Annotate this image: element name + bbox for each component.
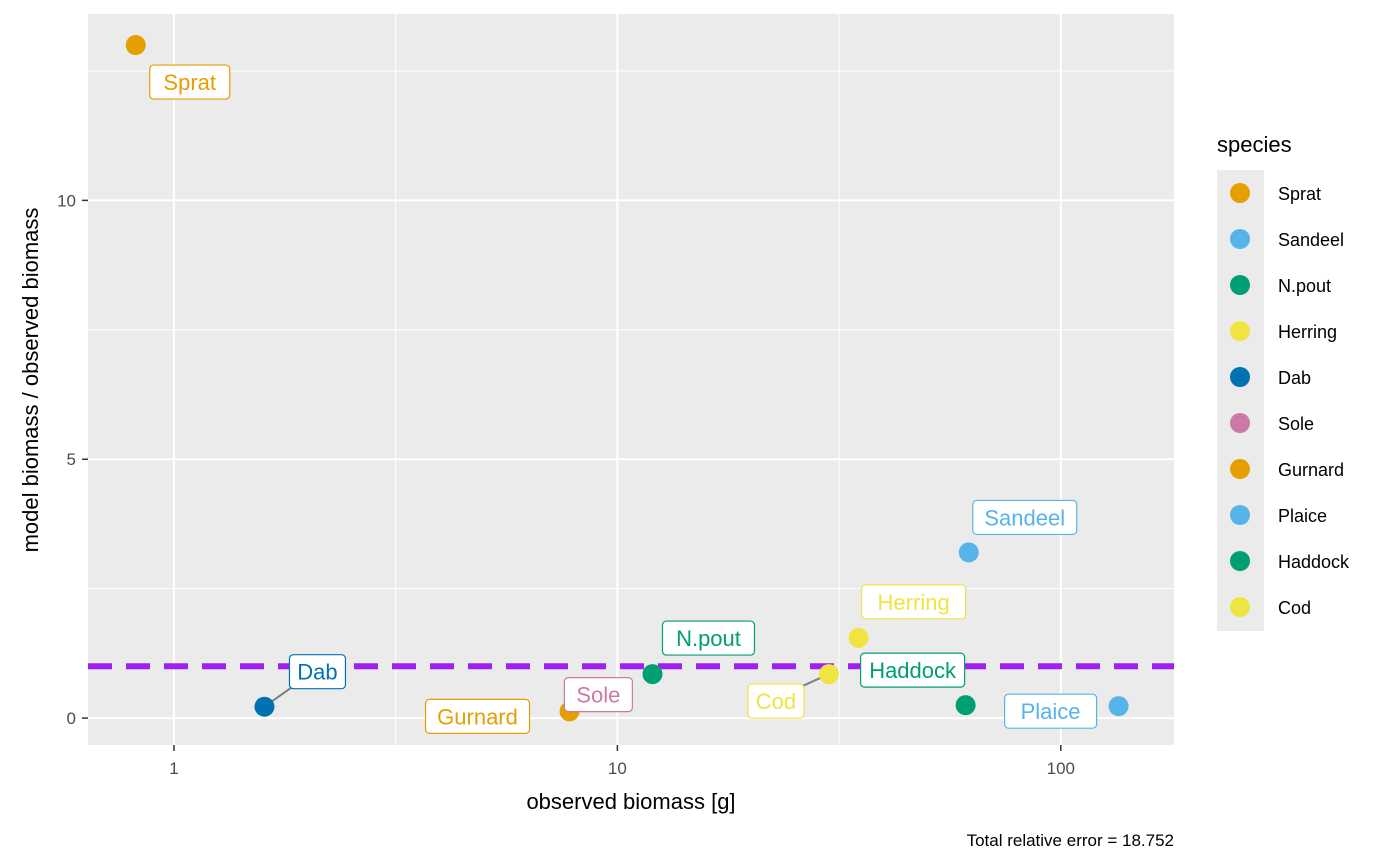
point-label-box (288, 654, 347, 690)
legend-label: Gurnard (1278, 460, 1344, 480)
point-label-text: Sprat (163, 70, 216, 95)
data-point (254, 696, 275, 717)
y-tick-label: 0 (67, 709, 76, 728)
legend-label: Cod (1278, 598, 1311, 618)
point-label-box (747, 683, 805, 719)
point-label-text: Sole (576, 683, 620, 708)
legend-key (1230, 459, 1250, 479)
point-label: Cod (747, 683, 805, 719)
caption: Total relative error = 18.752 (967, 831, 1174, 850)
point-label: Dab (288, 654, 347, 690)
legend-key (1230, 367, 1250, 387)
point-label-box (661, 620, 756, 656)
data-point (955, 695, 976, 716)
point-label-text: Cod (756, 689, 796, 714)
point-label: N.pout (661, 620, 756, 656)
legend-label: Sprat (1278, 184, 1321, 204)
legend-items: Sprat Sandeel N.pout Herring Dab Sole Gurnard P… (1230, 183, 1350, 618)
point-label: Sandeel (972, 499, 1078, 536)
data-point (818, 664, 839, 685)
point-label-box (860, 652, 966, 688)
legend-label: Dab (1278, 368, 1311, 388)
point-label-box (149, 64, 231, 100)
point-label-text: Plaice (1021, 699, 1081, 724)
point-label-text: Herring (878, 590, 950, 615)
legend-key (1230, 551, 1250, 571)
data-point (958, 542, 979, 563)
legend-key (1230, 597, 1250, 617)
point-label-box (424, 698, 531, 734)
legend-title: species (1217, 132, 1292, 157)
x-tick-label: 10 (608, 759, 627, 778)
legend-label: Plaice (1278, 506, 1327, 526)
legend-label: Haddock (1278, 552, 1350, 572)
x-axis-ticks: 1 10 100 (169, 745, 1075, 778)
grid-minor (88, 14, 1174, 745)
data-point (125, 35, 146, 56)
point-label-text: N.pout (676, 626, 741, 651)
x-tick-label: 100 (1047, 759, 1075, 778)
point-label: Gurnard (424, 698, 531, 734)
point-label-text: Sandeel (984, 505, 1065, 530)
y-axis-title: model biomass / observed biomass (18, 208, 43, 553)
point-labels: Sprat Sandeel N.pout Herring Dab Sole Gurnard P… (149, 64, 1098, 734)
data-point (848, 627, 869, 648)
legend-key (1230, 183, 1250, 203)
point-label: Herring (861, 584, 967, 620)
data-point (1108, 696, 1129, 717)
point-label-box (972, 499, 1078, 536)
point-label: Sole (563, 677, 633, 713)
point-label-box (1003, 693, 1098, 729)
point-label-text: Dab (297, 660, 337, 685)
legend-label: N.pout (1278, 276, 1331, 296)
legend-label: Sandeel (1278, 230, 1344, 250)
data-point (642, 664, 663, 685)
point-label: Sprat (149, 64, 231, 100)
plot-panel (88, 14, 1174, 745)
legend-key (1230, 413, 1250, 433)
point-label-text: Haddock (869, 658, 957, 683)
legend-key (1230, 229, 1250, 249)
y-tick-label: 5 (67, 450, 76, 469)
legend-label: Herring (1278, 322, 1337, 342)
point-label: Haddock (860, 652, 966, 688)
point-label: Plaice (1003, 693, 1098, 729)
x-tick-label: 1 (169, 759, 178, 778)
grid-major (88, 14, 1174, 745)
legend-key (1230, 321, 1250, 341)
legend-label: Sole (1278, 414, 1314, 434)
y-axis-ticks: 0 5 10 (57, 191, 88, 728)
x-axis-title: observed biomass [g] (526, 789, 735, 814)
point-label-box (861, 584, 967, 620)
legend: species Sprat Sandeel N.pout Herring Dab Sole… (1217, 132, 1350, 631)
legend-key (1230, 505, 1250, 525)
point-label-text: Gurnard (437, 704, 518, 729)
y-tick-label: 10 (57, 191, 76, 210)
legend-key (1230, 275, 1250, 295)
point-label-box (563, 677, 633, 713)
